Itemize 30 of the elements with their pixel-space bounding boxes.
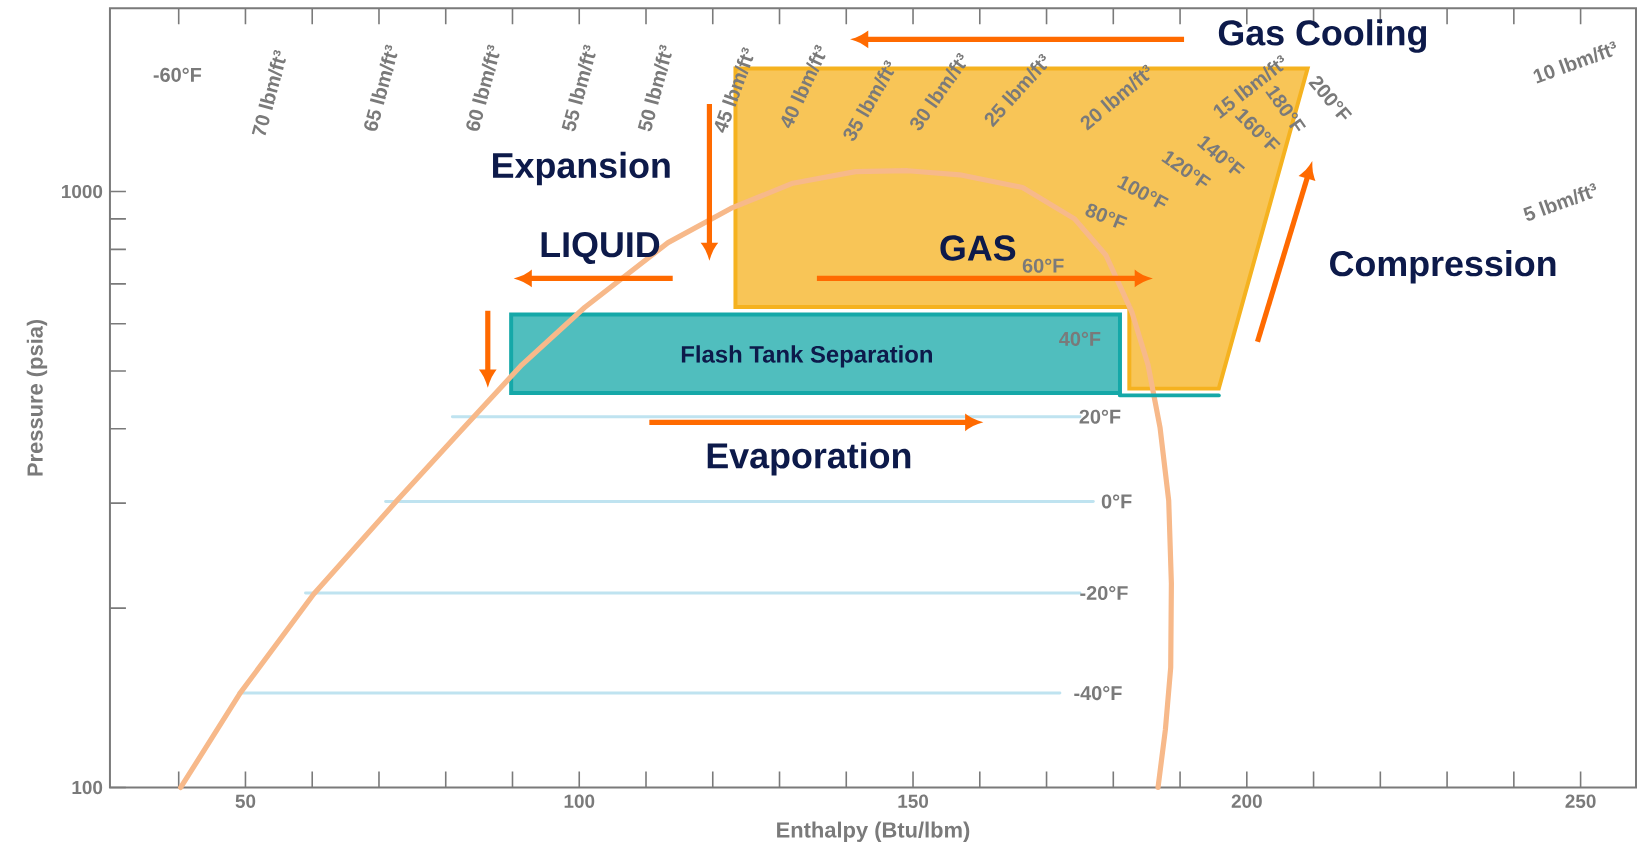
annotation: Expansion: [493, 151, 670, 186]
annotation: Compression: [1330, 249, 1556, 284]
annotation: Gas Cooling: [1218, 19, 1427, 53]
annotation: -60°F: [153, 67, 202, 82]
annotation: LIQUID: [541, 231, 660, 264]
x-tick-label: 250: [1565, 794, 1596, 808]
x-tick-label: 150: [898, 794, 929, 808]
x-tick-label: 50: [235, 794, 256, 808]
annotation: GAS: [940, 235, 1016, 261]
annotation: 45 lbm/ft³: [714, 47, 754, 133]
annotation: 20°F: [1079, 409, 1121, 424]
annotation: 10 lbm/ft³: [1533, 41, 1616, 84]
annotation: 40°F: [1059, 331, 1101, 346]
x-tick-label: 100: [564, 794, 595, 808]
annotation: Evaporation: [707, 441, 911, 476]
x-tick-label: 200: [1231, 794, 1262, 808]
x-axis-title: Enthalpy (Btu/lbm): [777, 821, 970, 842]
annotation: 70 lbm/ft³: [251, 49, 286, 136]
annotation: 60 lbm/ft³: [466, 44, 500, 131]
annotation: -20°F: [1080, 585, 1128, 600]
y-tick-label: 1000: [62, 184, 103, 199]
annotation: 65 lbm/ft³: [364, 44, 398, 131]
annotation: 0°F: [1101, 494, 1132, 509]
annotation: 60°F: [1022, 258, 1064, 273]
annotation: Flash Tank Separation: [681, 345, 932, 368]
annotation: 5 lbm/ft³: [1523, 183, 1597, 221]
y-axis-title: Pressure (psia): [26, 319, 48, 476]
annotation: 55 lbm/ft³: [561, 44, 596, 132]
annotation: -40°F: [1074, 685, 1122, 700]
annotation: 50 lbm/ft³: [637, 44, 672, 132]
